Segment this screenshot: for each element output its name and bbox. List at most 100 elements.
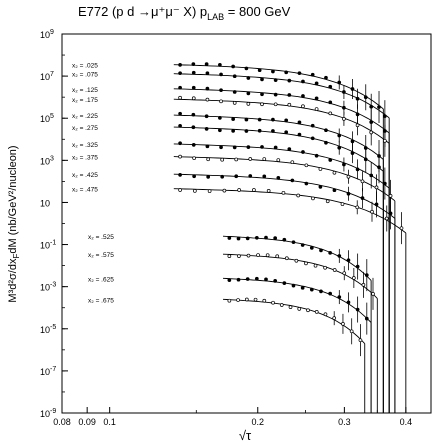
fit-curve <box>173 64 384 110</box>
data-point <box>284 130 289 135</box>
data-point <box>236 236 241 241</box>
data-point <box>323 312 328 317</box>
series-label: x₂ = .125 <box>72 87 98 94</box>
data-point <box>332 170 337 175</box>
data-point <box>287 93 292 97</box>
data-point <box>231 129 235 133</box>
y-tick-label: 105 <box>40 113 54 124</box>
data-point <box>369 104 374 109</box>
data-point <box>262 298 267 303</box>
data-point <box>279 303 284 307</box>
data-point <box>328 100 333 105</box>
data-point <box>275 254 280 259</box>
data-point <box>260 145 264 149</box>
data-point <box>204 62 209 66</box>
data-point <box>297 132 302 137</box>
data-point <box>192 174 196 179</box>
data-point <box>350 139 355 144</box>
data-point <box>178 71 182 76</box>
y-tick-label: 10-7 <box>40 366 56 377</box>
data-point <box>191 142 196 147</box>
data-point <box>284 118 289 123</box>
data-point <box>318 185 323 189</box>
data-point <box>205 71 210 76</box>
data-point <box>360 179 365 184</box>
data-point <box>257 68 262 73</box>
data-point <box>246 102 251 106</box>
x-axis: 0.08 0.09 0.1 0.2 0.3 0.4 <box>53 407 412 427</box>
data-point <box>313 263 318 268</box>
data-point <box>306 308 310 313</box>
data-point <box>219 99 223 104</box>
data-point <box>388 211 393 216</box>
data-point <box>178 188 182 192</box>
series-label: x₂ = .625 <box>88 276 114 283</box>
data-point <box>218 128 222 133</box>
data-point <box>291 240 296 245</box>
data-point <box>227 278 232 282</box>
data-point <box>371 292 375 296</box>
data-point <box>355 123 360 128</box>
series-label: x₂ = .675 <box>88 297 114 304</box>
y-tick-label: 109 <box>40 29 54 40</box>
y-axis: 109 107 105 103 10 10-1 10-3 10-5 10-7 10-9 <box>40 29 68 419</box>
series-label: x₂ = .225 <box>72 113 98 120</box>
chart-title-main: E772 (p d →μ⁺μ⁻ X) p <box>78 4 207 19</box>
data-point <box>222 188 227 193</box>
series-label: x₂ = .375 <box>72 155 98 162</box>
data-point <box>318 167 323 171</box>
data-point <box>204 127 209 131</box>
data-point <box>314 96 319 101</box>
data-point <box>260 102 264 107</box>
data-point <box>297 307 302 311</box>
data-point <box>340 202 345 206</box>
data-point <box>236 298 240 302</box>
x-axis-label: √τ <box>239 428 252 443</box>
data-point <box>205 86 210 91</box>
y-tick-label: 10-1 <box>40 240 56 251</box>
series-label: x₂ = .325 <box>72 142 98 149</box>
data-point <box>341 322 345 326</box>
data-point <box>314 153 319 158</box>
data-point <box>294 258 299 263</box>
data-point <box>288 305 293 310</box>
data-point <box>245 277 250 281</box>
data-point <box>377 105 381 109</box>
data-point <box>350 151 355 155</box>
data-point <box>219 145 223 150</box>
data-point <box>178 124 182 128</box>
data-point <box>237 188 241 192</box>
data-point <box>207 189 212 193</box>
data-point <box>191 112 196 117</box>
data-point <box>244 297 249 302</box>
data-point <box>178 141 182 146</box>
data-point <box>301 150 305 154</box>
data-point <box>276 176 281 180</box>
data-point <box>178 111 182 116</box>
data-point <box>342 90 346 94</box>
data-point <box>337 80 342 85</box>
fit-curves <box>173 64 407 413</box>
fit-curve <box>173 143 390 189</box>
data-point <box>346 300 351 305</box>
data-point <box>346 174 351 179</box>
data-point <box>227 298 232 303</box>
data-point <box>271 129 275 133</box>
data-point <box>273 92 278 97</box>
data-point <box>351 276 356 280</box>
data-point <box>178 173 182 177</box>
fit-curve <box>173 88 390 134</box>
chart-title-tail: = 800 GeV <box>224 4 290 19</box>
data-point <box>304 261 308 266</box>
data-point <box>355 167 360 172</box>
data-point <box>328 158 333 162</box>
data-point <box>311 196 315 201</box>
fit-curve <box>222 235 372 281</box>
data-point <box>234 174 239 179</box>
y-tick-label: 103 <box>40 155 54 166</box>
data-point <box>383 181 387 186</box>
fit-curve <box>173 98 390 144</box>
data-point <box>220 157 225 162</box>
data-point <box>254 235 259 240</box>
